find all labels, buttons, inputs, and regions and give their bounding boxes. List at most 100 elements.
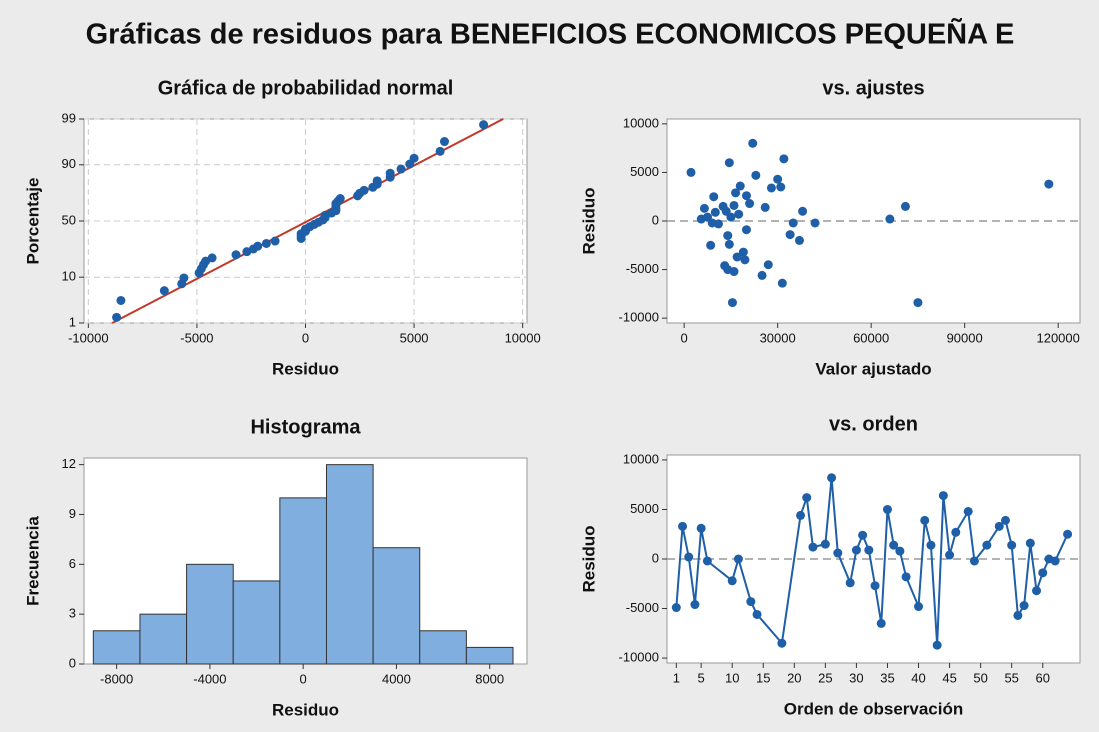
point xyxy=(794,235,804,245)
x-tick-label: 25 xyxy=(818,670,832,685)
point xyxy=(270,236,280,246)
x-tick-label: 55 xyxy=(1004,670,1018,685)
x-tick-label: 10 xyxy=(725,670,739,685)
y-axis-label: Porcentaje xyxy=(23,178,42,265)
x-tick-label: 0 xyxy=(681,330,688,345)
point xyxy=(396,164,406,174)
point xyxy=(699,203,709,213)
point xyxy=(751,170,761,180)
y-tick-label: 9 xyxy=(69,506,76,521)
x-tick-label: 0 xyxy=(300,671,307,686)
point xyxy=(684,552,694,562)
point xyxy=(796,510,806,520)
point xyxy=(945,550,955,560)
point xyxy=(686,167,696,177)
point xyxy=(1050,556,1060,566)
x-axis-label: Residuo xyxy=(272,359,339,378)
y-tick-label: 10 xyxy=(62,269,76,284)
point xyxy=(810,218,820,228)
point xyxy=(671,603,681,613)
point xyxy=(864,545,874,555)
point xyxy=(827,473,837,483)
point xyxy=(1032,586,1042,596)
x-tick-label: 1 xyxy=(673,670,680,685)
point xyxy=(932,640,942,650)
x-tick-label: 40 xyxy=(911,670,925,685)
y-tick-label: 0 xyxy=(652,212,659,227)
point xyxy=(969,556,979,566)
main-title: Gráficas de residuos para BENEFICIOS ECO… xyxy=(86,17,1015,51)
point xyxy=(707,218,717,228)
point xyxy=(820,539,830,549)
point xyxy=(752,609,762,619)
point xyxy=(885,214,895,224)
point xyxy=(710,207,720,217)
x-tick-label: -8000 xyxy=(100,671,133,686)
x-tick-label: 20 xyxy=(787,670,801,685)
y-tick-label: -5000 xyxy=(626,600,659,615)
point xyxy=(982,540,992,550)
point xyxy=(732,252,742,262)
point xyxy=(741,225,751,235)
x-tick-label: 45 xyxy=(942,670,956,685)
point xyxy=(159,286,169,296)
x-tick-label: 60 xyxy=(1036,670,1050,685)
point xyxy=(1007,540,1017,550)
point xyxy=(901,572,911,582)
point xyxy=(913,298,923,308)
point xyxy=(207,253,217,263)
point xyxy=(723,231,733,241)
point xyxy=(729,200,739,210)
point xyxy=(808,542,818,552)
y-tick-label: 50 xyxy=(62,212,76,227)
point xyxy=(870,581,880,591)
point xyxy=(738,247,748,257)
point xyxy=(763,260,773,270)
point xyxy=(938,491,948,501)
y-tick-label: 90 xyxy=(62,156,76,171)
y-tick-label: 0 xyxy=(69,655,76,670)
point xyxy=(724,158,734,168)
point xyxy=(858,530,868,540)
point xyxy=(261,238,271,248)
point xyxy=(733,554,743,564)
point xyxy=(724,239,734,249)
point xyxy=(845,578,855,588)
point xyxy=(889,540,899,550)
point xyxy=(876,618,886,628)
point xyxy=(706,240,716,250)
point xyxy=(731,188,741,198)
point xyxy=(740,255,750,265)
point xyxy=(777,278,787,288)
y-tick-label: -10000 xyxy=(619,649,659,664)
point xyxy=(231,250,241,260)
point xyxy=(785,230,795,240)
y-axis-label: Frecuencia xyxy=(23,516,42,606)
point xyxy=(439,137,449,147)
x-tick-label: 5 xyxy=(698,670,705,685)
point xyxy=(1044,179,1054,189)
bar xyxy=(372,547,421,665)
panel-title: Histograma xyxy=(250,416,361,438)
bar xyxy=(139,613,188,665)
point xyxy=(914,602,924,612)
y-tick-label: 10000 xyxy=(623,115,659,130)
point xyxy=(951,527,961,537)
point xyxy=(926,540,936,550)
y-tick-label: -10000 xyxy=(619,310,659,325)
point xyxy=(802,493,812,503)
x-tick-label: 50 xyxy=(973,670,987,685)
x-tick-label: 10000 xyxy=(505,330,541,345)
x-tick-label: 30000 xyxy=(760,330,796,345)
point xyxy=(1013,610,1023,620)
point xyxy=(788,218,798,228)
point xyxy=(726,212,736,222)
point xyxy=(702,556,712,566)
point xyxy=(777,638,787,648)
y-axis-label: Residuo xyxy=(579,187,598,254)
point xyxy=(745,199,755,209)
point xyxy=(798,206,808,216)
point xyxy=(1025,538,1035,548)
x-axis-label: Residuo xyxy=(272,700,339,719)
